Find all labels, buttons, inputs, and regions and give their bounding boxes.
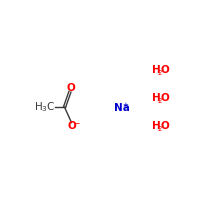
Text: Na: Na xyxy=(114,103,130,113)
Text: O: O xyxy=(160,121,169,131)
Text: H: H xyxy=(152,121,161,131)
Text: 2: 2 xyxy=(157,126,161,132)
Text: O: O xyxy=(66,83,75,93)
Text: O: O xyxy=(160,93,169,103)
Text: H: H xyxy=(152,93,161,103)
Text: 2: 2 xyxy=(157,98,161,104)
Text: −: − xyxy=(73,120,79,129)
Text: +: + xyxy=(122,102,128,108)
Text: 2: 2 xyxy=(157,70,161,76)
Text: H$_3$C: H$_3$C xyxy=(34,100,56,114)
Text: H: H xyxy=(152,65,161,75)
Text: O: O xyxy=(160,65,169,75)
Text: O: O xyxy=(68,121,76,131)
